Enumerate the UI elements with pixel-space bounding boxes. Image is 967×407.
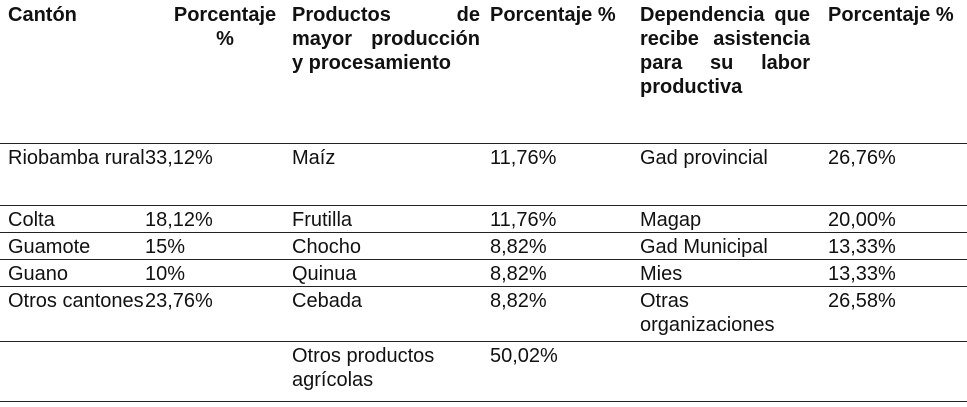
cell-dependencia: Magap bbox=[640, 208, 702, 231]
cell-producto: Frutilla bbox=[292, 208, 353, 231]
cell-porcentaje-producto: 8,82% bbox=[490, 262, 547, 285]
cell-porcentaje-dependencia: 13,33% bbox=[828, 235, 896, 258]
cell-dependencia: Otras organizaciones bbox=[640, 289, 775, 336]
cell-porcentaje-canton: 15% bbox=[145, 235, 186, 258]
cell-dependencia: Mies bbox=[640, 262, 683, 285]
header-porcentaje-3: Porcentaje % bbox=[828, 4, 954, 26]
cell-porcentaje-canton: 33,12% bbox=[145, 146, 213, 169]
cell-producto: Cebada bbox=[292, 289, 363, 312]
cell-porcentaje-producto: 8,82% bbox=[490, 289, 547, 312]
table-row: Guano 10% Quinua 8,82% Mies 13,33% bbox=[0, 259, 967, 286]
cell-producto: Quinua bbox=[292, 262, 357, 285]
cell-canton bbox=[0, 341, 145, 401]
cell-porcentaje-canton: 18,12% bbox=[145, 208, 213, 231]
cell-porcentaje-dependencia: 13,33% bbox=[828, 262, 896, 285]
cell-porcentaje-producto: 11,76% bbox=[490, 146, 557, 169]
cell-porcentaje-producto: 11,76% bbox=[490, 208, 557, 231]
cell-canton: Riobamba rural bbox=[8, 146, 145, 169]
cell-porcentaje-producto: 50,02% bbox=[490, 344, 558, 367]
cell-porcentaje-canton: 10% bbox=[145, 262, 186, 285]
cell-porcentaje-dependencia bbox=[828, 341, 967, 401]
cell-dependencia bbox=[640, 341, 828, 401]
header-row: Cantón Porcentaje % Productos de mayor p… bbox=[0, 0, 967, 143]
cell-producto: Chocho bbox=[292, 235, 361, 258]
cell-dependencia: Gad provincial bbox=[640, 146, 768, 169]
cell-canton: Guano bbox=[8, 262, 69, 285]
cell-porcentaje-canton bbox=[145, 341, 292, 401]
header-porcentaje-1: Porcentaje % bbox=[173, 4, 277, 50]
cell-porcentaje-canton: 23,76% bbox=[145, 289, 213, 312]
table-row: Colta 18,12% Frutilla 11,76% Magap 20,00% bbox=[0, 205, 967, 232]
cell-porcentaje-producto: 8,82% bbox=[490, 235, 547, 258]
table-row: Guamote 15% Chocho 8,82% Gad Municipal 13,33% bbox=[0, 232, 967, 259]
cell-porcentaje-dependencia: 26,58% bbox=[828, 289, 896, 312]
header-canton: Cantón bbox=[8, 4, 77, 26]
table-row: Otros productos agrícolas 50,02% bbox=[0, 341, 967, 401]
table-row: Riobamba rural 33,12% Maíz 11,76% Gad provin… bbox=[0, 143, 967, 205]
cell-porcentaje-dependencia: 20,00% bbox=[828, 208, 896, 231]
cell-canton: Colta bbox=[8, 208, 55, 231]
cell-canton: Guamote bbox=[8, 235, 91, 258]
cell-canton: Otros cantones bbox=[8, 289, 144, 312]
cell-producto: Otros productos agrícolas bbox=[292, 344, 435, 391]
table-row: Otros cantones 23,76% Cebada 8,82% Otras org… bbox=[0, 286, 967, 341]
cell-dependencia: Gad Municipal bbox=[640, 235, 768, 258]
header-dependencia: Dependencia que recibe asistencia para s… bbox=[640, 4, 810, 98]
cell-porcentaje-dependencia: 26,76% bbox=[828, 146, 896, 169]
header-productos: Productos de mayor producción y procesam… bbox=[292, 4, 480, 74]
cell-producto: Maíz bbox=[292, 146, 336, 169]
header-porcentaje-2: Porcentaje % bbox=[490, 4, 616, 26]
